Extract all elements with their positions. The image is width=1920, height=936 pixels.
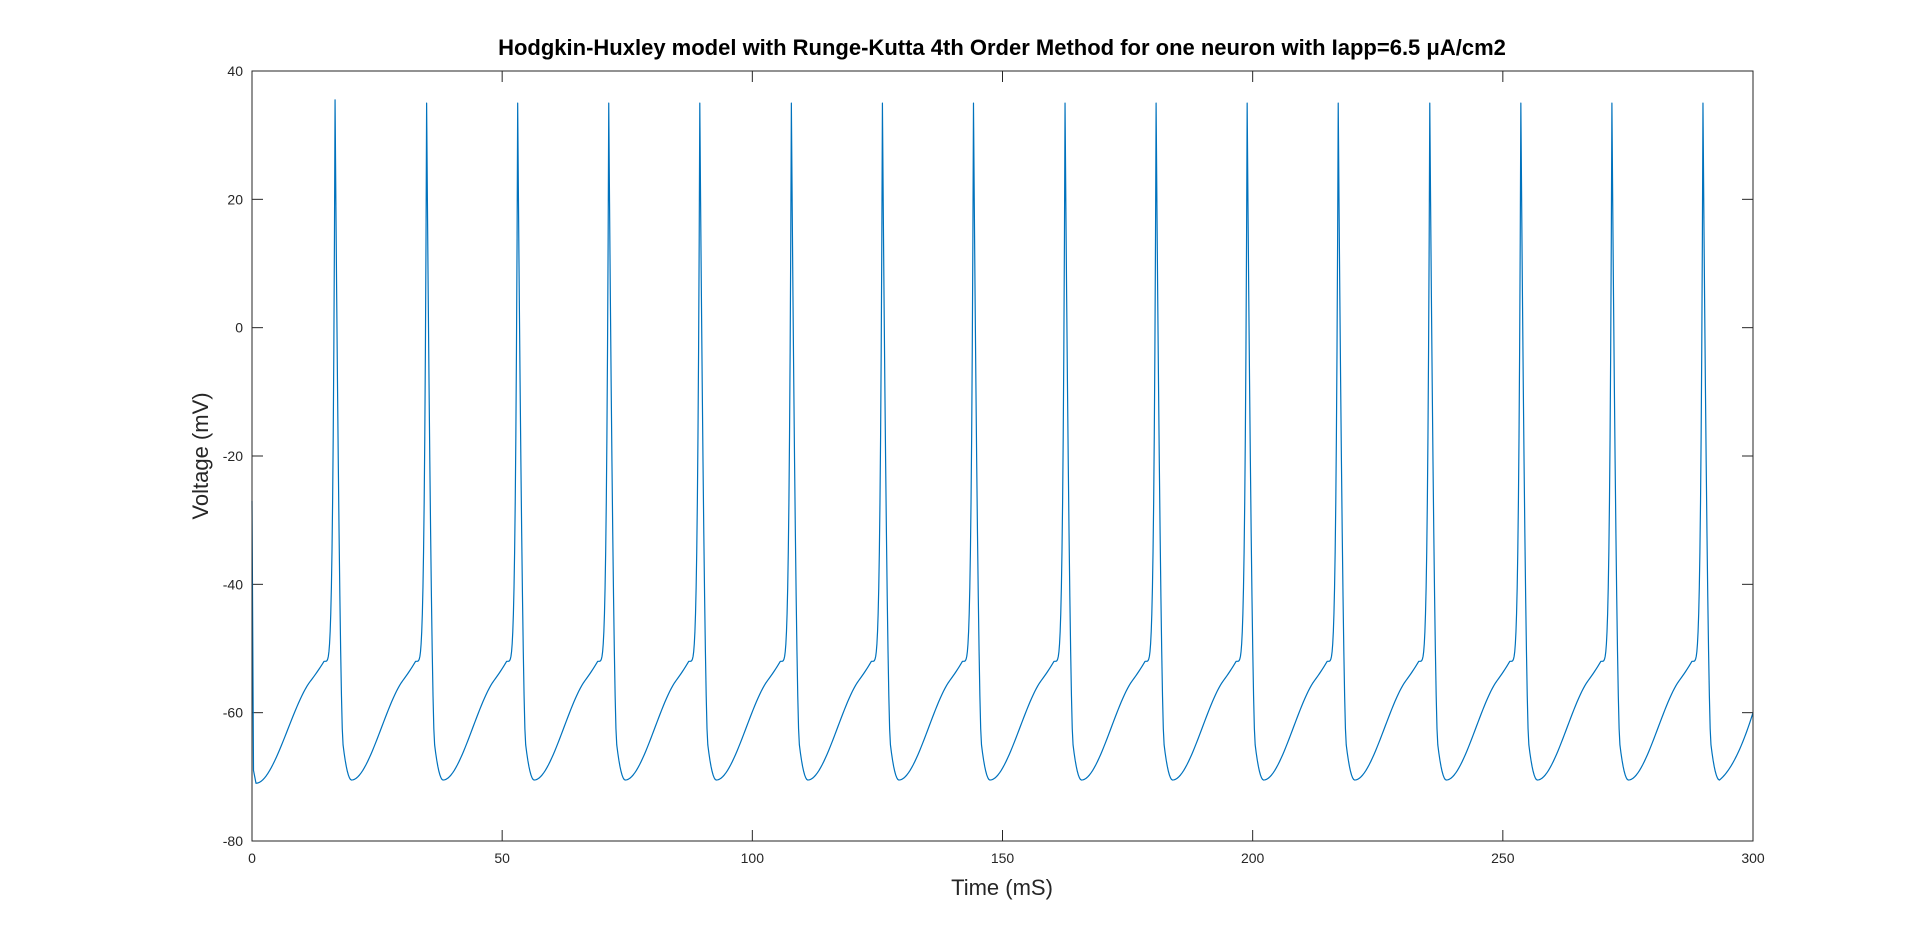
y-tick-label: -60 — [223, 705, 243, 721]
y-tick-label: 40 — [227, 63, 243, 79]
plot-box — [251, 70, 1754, 842]
tick-labels: 0 50 100 150 200 250 300 -80 -60 -40 -20 0 20 40 — [223, 63, 1765, 866]
x-tick-label: 100 — [741, 850, 765, 866]
x-tick-label: 150 — [991, 850, 1015, 866]
x-tick-label: 300 — [1741, 850, 1765, 866]
x-tick-label: 0 — [248, 850, 256, 866]
ticks — [251, 70, 1754, 842]
y-tick-label: -40 — [223, 576, 243, 592]
y-tick-label: -80 — [223, 833, 243, 849]
y-axis-label: Voltage (mV) — [188, 392, 213, 519]
series-line — [251, 99, 1754, 784]
y-tick-label: -20 — [223, 448, 243, 464]
x-tick-label: 250 — [1491, 850, 1515, 866]
chart-title: Hodgkin-Huxley model with Runge-Kutta 4t… — [498, 35, 1506, 60]
plot-area — [252, 71, 1753, 841]
y-tick-label: 0 — [235, 320, 243, 336]
x-tick-label: 200 — [1241, 850, 1265, 866]
x-tick-label: 50 — [494, 850, 510, 866]
x-axis-label: Time (mS) — [951, 875, 1053, 900]
y-tick-label: 20 — [227, 191, 243, 207]
